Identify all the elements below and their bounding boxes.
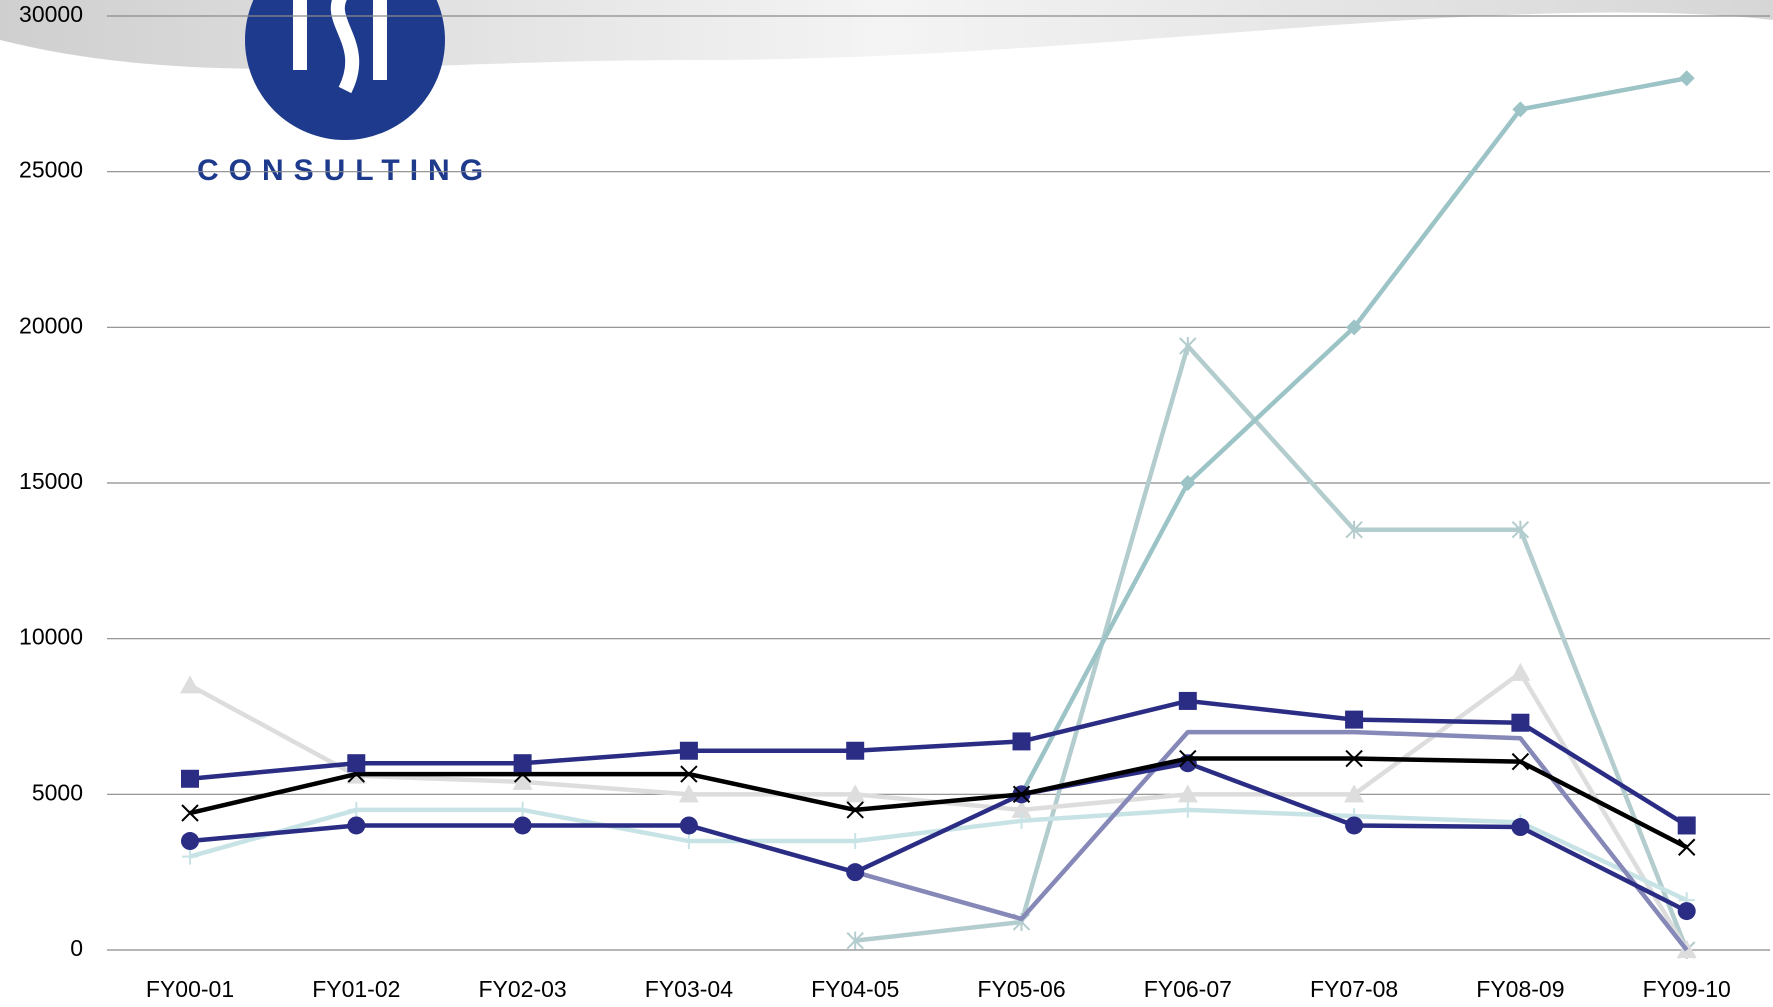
- y-tick-label: 15000: [19, 468, 83, 494]
- y-tick-label: 30000: [19, 1, 83, 27]
- marker: [846, 931, 864, 950]
- marker: [680, 765, 698, 783]
- series-line: [189, 756, 1688, 850]
- marker: [1511, 818, 1530, 837]
- marker: [1511, 713, 1530, 732]
- marker: [180, 675, 200, 694]
- x-tick-label: FY03-04: [645, 976, 733, 1002]
- marker: [182, 848, 198, 865]
- marker: [679, 741, 698, 760]
- marker: [1013, 812, 1030, 829]
- x-tick-label: FY00-01: [146, 976, 234, 1002]
- marker: [181, 804, 199, 822]
- marker: [1012, 732, 1031, 751]
- x-tick-label: FY07-08: [1310, 976, 1398, 1002]
- marker: [512, 771, 533, 790]
- logo-text: CONSULTING: [197, 154, 493, 187]
- marker: [1677, 902, 1696, 921]
- x-tick-label: FY04-05: [811, 976, 899, 1002]
- series-line: [189, 698, 1688, 828]
- marker: [1179, 749, 1197, 768]
- marker: [1677, 816, 1696, 835]
- marker: [1179, 337, 1197, 356]
- marker: [845, 784, 866, 803]
- marker: [1345, 520, 1363, 539]
- marker: [514, 801, 531, 818]
- marker: [347, 754, 366, 773]
- marker: [847, 833, 864, 850]
- marker: [348, 801, 365, 818]
- marker: [1345, 749, 1363, 768]
- marker: [680, 833, 697, 850]
- marker: [1511, 752, 1530, 771]
- logo: CONSULTING: [197, 0, 493, 187]
- marker: [1512, 101, 1529, 118]
- series-line: [1019, 76, 1688, 796]
- marker: [1511, 520, 1530, 539]
- marker: [1678, 70, 1695, 87]
- y-tick-label: 25000: [19, 157, 83, 183]
- marker: [347, 816, 366, 835]
- y-tick-label: 10000: [19, 624, 83, 650]
- x-tick-label: FY08-09: [1476, 976, 1564, 1002]
- marker: [181, 769, 199, 788]
- x-tick-label: FY06-07: [1144, 976, 1232, 1002]
- marker: [846, 741, 865, 760]
- marker: [1677, 838, 1696, 856]
- marker: [1510, 662, 1531, 681]
- marker: [1346, 319, 1363, 336]
- y-tick-label: 5000: [32, 779, 83, 805]
- series-line: [189, 760, 1688, 914]
- marker: [1012, 785, 1031, 804]
- marker: [846, 863, 865, 882]
- marker: [1179, 475, 1196, 491]
- y-tick-label: 0: [70, 935, 83, 961]
- marker: [513, 754, 532, 773]
- marker: [678, 784, 699, 803]
- logo-mark: [293, 0, 387, 94]
- marker: [1011, 799, 1032, 818]
- marker: [1179, 801, 1196, 818]
- x-tick-label: FY01-02: [312, 976, 400, 1002]
- marker: [679, 816, 698, 835]
- x-tick-label: FY09-10: [1643, 976, 1731, 1002]
- marker: [1178, 691, 1197, 710]
- y-tick-label: 20000: [19, 312, 83, 338]
- marker: [1344, 784, 1365, 803]
- marker: [846, 801, 864, 819]
- marker: [1345, 710, 1364, 729]
- marker: [181, 832, 199, 851]
- marker: [1345, 816, 1364, 835]
- x-tick-label: FY02-03: [478, 976, 566, 1002]
- marker: [1177, 784, 1198, 803]
- series-line: [854, 343, 1689, 951]
- marker: [513, 816, 532, 835]
- x-tick-label: FY05-06: [977, 976, 1065, 1002]
